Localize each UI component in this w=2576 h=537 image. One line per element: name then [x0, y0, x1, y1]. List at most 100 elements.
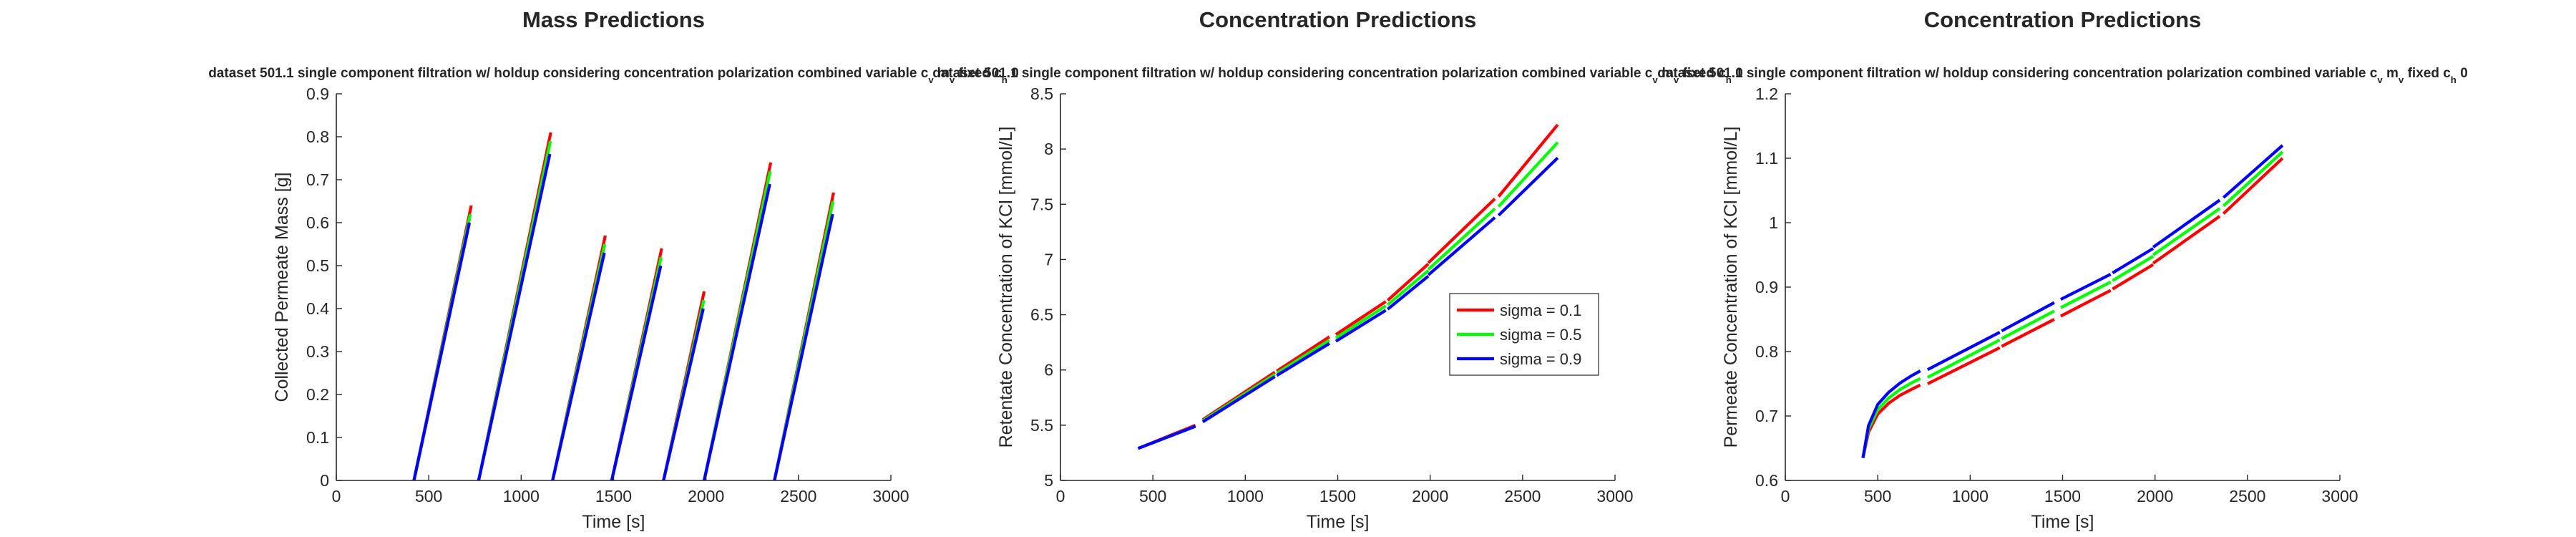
series-line-sigma-0-9-seg-2: [477, 153, 552, 481]
series-line-sigma-0-1-seg-6: [1427, 198, 1496, 264]
series-line-sigma-0-1-seg-3: [2001, 318, 2055, 348]
series-line-sigma-0-9-seg-2: [1926, 331, 2001, 372]
chart-panel-3: 0 500 1000 1500 2000 2500 3000 0.6 0.7 0.8 0.9 1 1.1…: [1657, 7, 2468, 532]
y-tick-label: 0.8: [1755, 342, 1778, 361]
series-line-sigma-0-5-seg-4: [1335, 304, 1387, 339]
x-tick-label: 500: [415, 487, 442, 505]
y-tick-label: 0.1: [306, 428, 329, 447]
series-line-sigma-0-1-seg-2: [1926, 346, 2001, 385]
series-line-sigma-0-5-seg-2: [1926, 338, 2001, 379]
series-line-sigma-0-1-seg-3: [1276, 335, 1331, 373]
y-tick-label: 0.6: [306, 213, 329, 232]
series-line-sigma-0-1-seg-5: [2112, 263, 2155, 291]
series-line-sigma-0-5-seg-6: [2152, 207, 2221, 256]
chart-subtitle: dataset 501.1 single component filtratio…: [208, 66, 1019, 85]
y-tick-label: 0.3: [306, 342, 329, 361]
chart-panel-2: 0 500 1000 1500 2000 2500 3000 5 5.5 6 6.5 7 7.5 8 8.5…: [932, 7, 1743, 532]
series-line-sigma-0-9-seg-4: [610, 265, 663, 481]
x-tick-label: 500: [1139, 487, 1166, 505]
series-line-sigma-0-9-seg-3: [551, 252, 606, 481]
y-axis-label: Permeate Concentration of KCl [mmol/L]: [1721, 127, 1741, 448]
series-line-sigma-0-9-seg-7: [1497, 156, 1559, 217]
chart-title: Concentration Predictions: [1199, 7, 1477, 32]
x-tick-label: 1500: [1319, 487, 1356, 505]
x-axis-label: Time [s]: [582, 512, 645, 532]
y-tick-label: 5.5: [1030, 416, 1053, 435]
series-line-sigma-0-5-seg-6: [1427, 207, 1496, 271]
y-tick-label: 1.2: [1755, 84, 1778, 103]
chart-panel-1: 0 500 1000 1500 2000 2500 3000 0 0.1 0.2 0.3 0.4 0.5…: [208, 7, 1019, 532]
series-line-sigma-0-5-seg-7: [2222, 150, 2284, 208]
x-tick-label: 2000: [688, 487, 724, 505]
y-tick-label: 0.7: [306, 170, 329, 189]
series-line-sigma-0-1-seg-4: [1335, 300, 1387, 337]
y-tick-label: 0.9: [1755, 278, 1778, 296]
y-tick-label: 0.2: [306, 385, 329, 404]
y-tick-label: 0.7: [1755, 407, 1778, 425]
x-axis-label: Time [s]: [1307, 512, 1370, 532]
series-line-sigma-0-5-seg-3: [1276, 339, 1331, 375]
y-tick-label: 8: [1044, 140, 1053, 158]
y-tick-label: 0.4: [306, 299, 329, 318]
legend-entry: sigma = 0.9: [1500, 350, 1581, 368]
series-line-sigma-0-9-seg-5: [1386, 274, 1430, 311]
y-tick-label: 0.6: [1755, 471, 1778, 490]
legend-entry: sigma = 0.5: [1500, 326, 1581, 344]
series-line-sigma-0-9-seg-3: [2001, 301, 2055, 333]
chart-subtitle: dataset 501.1 single component filtratio…: [932, 66, 1743, 85]
y-axis-label: Collected Permeate Mass [g]: [272, 173, 292, 402]
y-tick-label: 0.8: [306, 127, 329, 146]
chart-title: Mass Predictions: [522, 7, 705, 32]
chart-subtitle: dataset 501.1 single component filtratio…: [1657, 66, 2468, 85]
x-tick-label: 1500: [2044, 487, 2081, 505]
x-tick-label: 1000: [503, 487, 540, 505]
y-tick-label: 7.5: [1030, 195, 1053, 213]
y-tick-label: 6: [1044, 361, 1053, 379]
x-tick-label: 2000: [2137, 487, 2173, 505]
y-tick-label: 1.1: [1755, 149, 1778, 168]
legend: sigma = 0.1 sigma = 0.5 sigma = 0.9: [1449, 293, 1599, 376]
y-tick-label: 0.5: [306, 256, 329, 275]
series-line-sigma-0-5-seg-5: [1386, 269, 1430, 306]
x-tick-label: 1000: [1227, 487, 1264, 505]
y-tick-label: 0: [320, 471, 329, 490]
series-line-sigma-0-5-seg-4: [2059, 280, 2112, 309]
x-tick-label: 2500: [780, 487, 816, 505]
series-line-sigma-0-9-seg-1: [412, 222, 472, 481]
series-line-sigma-0-5-seg-3: [2001, 309, 2055, 340]
series-line-sigma-0-1-seg-7: [2222, 157, 2284, 215]
x-axis-label: Time [s]: [2031, 512, 2094, 532]
series-line-sigma-0-9-seg-6: [703, 183, 771, 481]
series-line-sigma-0-9-seg-3: [1276, 342, 1330, 377]
series-line-sigma-0-1-seg-5: [1386, 263, 1430, 302]
y-tick-label: 5: [1044, 471, 1053, 490]
series-line-sigma-0-1-seg-4: [2059, 289, 2112, 318]
x-tick-label: 1000: [1952, 487, 1989, 505]
series-line-sigma-0-1-seg-6: [2152, 215, 2221, 265]
y-axis-label: Retentate Concentration of KCl [mmol/L]: [996, 127, 1016, 448]
x-tick-label: 3000: [2321, 487, 2358, 505]
series-line-sigma-0-5-seg-7: [1497, 141, 1559, 208]
y-tick-label: 6.5: [1030, 306, 1053, 324]
series-line-sigma-0-9-seg-4: [2059, 273, 2112, 301]
x-tick-label: 0: [1781, 487, 1790, 505]
x-tick-label: 2500: [1504, 487, 1541, 505]
series-line-sigma-0-9-seg-1: [1861, 369, 1921, 458]
x-tick-label: 3000: [1596, 487, 1633, 505]
series-line-sigma-0-9-seg-2: [1201, 375, 1276, 423]
x-tick-label: 1500: [595, 487, 632, 505]
series-line-sigma-0-9-seg-5: [2112, 247, 2155, 274]
x-tick-label: 2500: [2229, 487, 2265, 505]
x-tick-label: 0: [332, 487, 341, 505]
series-line-sigma-0-9-seg-1: [1137, 425, 1196, 450]
plot-area: [1060, 94, 1615, 480]
series-line-sigma-0-9-seg-5: [662, 308, 705, 481]
x-tick-label: 2000: [1412, 487, 1448, 505]
y-tick-label: 0.9: [306, 84, 329, 103]
x-tick-label: 0: [1056, 487, 1065, 505]
x-tick-label: 500: [1864, 487, 1891, 505]
series-line-sigma-0-9-seg-4: [1335, 309, 1387, 343]
series-line-sigma-0-5-seg-5: [2112, 255, 2155, 282]
y-tick-label: 1: [1769, 213, 1778, 232]
series-line-sigma-0-9-seg-6: [2152, 198, 2221, 248]
